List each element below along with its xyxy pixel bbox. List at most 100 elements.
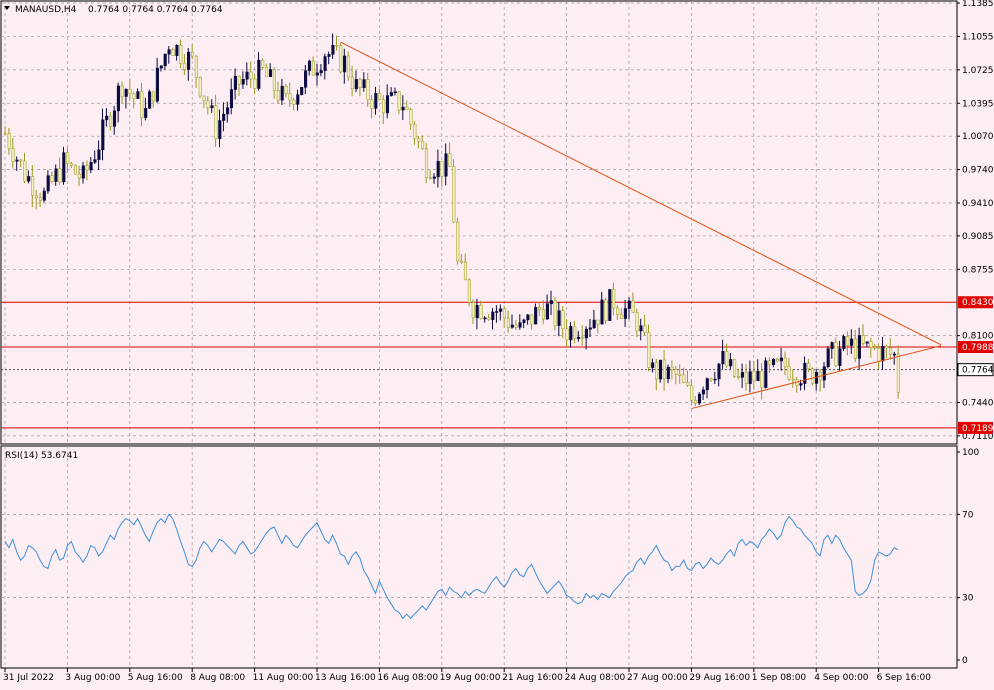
rsi-tick-100: 100 [962,448,979,458]
time-tick-6-sep-16-00: 6 Sep 16:00 [877,673,932,683]
candle-body [865,341,869,344]
candle-body [623,308,627,319]
triangle-down-icon[interactable] [4,6,10,10]
candle-body [202,95,206,101]
candle-body [327,54,331,57]
candle-body [444,153,448,177]
candle-body [861,335,865,344]
rsi-series [4,513,899,620]
ohlc-values: 0.7764 0.7764 0.7764 0.7764 [88,5,223,15]
candle-body [50,175,54,182]
price-tick-0-9740: 0.9740 [962,166,994,176]
support-0.7189-tag-label: 0.7189 [962,424,994,434]
time-tick-4-sep-00-00: 4 Sep 00:00 [814,673,869,683]
horizontal-levels[interactable] [1,301,957,429]
candle-body [557,310,561,326]
price-tick-0-8755: 0.8755 [962,265,994,275]
candle-body [214,105,218,140]
resistance-0.8430-tag-label: 0.8430 [962,298,994,308]
candle-body [842,336,846,349]
candle-body [631,300,635,313]
candle-body [7,133,11,149]
candle-body [838,348,842,366]
price-axis: 1.1385 1.1055 1.0725 1.0395 1.0070 0.9740 0.94… [957,0,994,442]
downtrend-line[interactable] [340,41,942,346]
candle-body [315,72,319,76]
candle-body [846,336,850,346]
candle-body [456,221,460,262]
candle-body [27,176,31,182]
uptrend-line[interactable] [691,345,942,410]
candle-body [522,319,526,323]
candle-body [725,351,729,367]
candle-body [190,51,195,57]
time-tick-21-aug-16-00: 21 Aug 16:00 [502,673,563,683]
candle-body [116,85,120,112]
candle-body [807,362,811,369]
candle-body [783,357,787,368]
candle-body [81,165,85,179]
candle-body [405,106,409,110]
candle-body [553,300,557,326]
candle-body [148,91,152,109]
candle-body [97,149,101,160]
candle-body [791,378,795,381]
time-tick-1-sep-08-00: 1 Sep 08:00 [752,673,807,683]
time-tick-13-aug-16-00: 13 Aug 16:00 [315,673,376,683]
candle-body [534,307,538,325]
candle-body [830,342,834,349]
candle-body [276,90,280,101]
price-tick-0-9085: 0.9085 [962,232,994,242]
candle-body [389,92,393,96]
candle-body [873,347,877,349]
candle-body [690,385,694,401]
rsi-indicator-label: RSI(14) 53.6741 [5,451,78,461]
last-price-tag-label: 0.7764 [962,366,994,376]
resistance-0.8430-tag [958,296,993,309]
time-tick-8-aug-08-00: 8 Aug 08:00 [190,673,245,683]
candle-body [857,335,861,359]
candle-body [105,115,109,121]
candle-body [339,45,343,73]
candle-body [311,60,315,76]
candle-body [319,70,323,74]
candle-body [627,300,631,309]
candle-body [167,49,171,55]
rsi-tick-30: 30 [962,594,974,604]
trendlines[interactable] [340,41,942,410]
rsi-line [4,513,899,620]
candle-body [179,44,183,64]
candle-body [265,67,269,77]
candle-body [331,44,335,55]
candle-body [705,378,709,391]
candle-body [159,65,163,69]
candle-body [463,261,468,281]
candle-body [343,55,347,73]
candle-body [475,304,479,319]
candle-body [366,79,370,101]
candle-body [140,91,144,118]
candle-body [382,99,386,114]
candle-body [600,299,604,325]
candle-body [506,317,510,328]
resistance-0.7988-tag-label: 0.7988 [962,343,994,353]
candle-body [198,76,202,97]
candle-body [740,371,744,378]
candle-body [249,71,253,80]
candle-body [370,99,374,109]
time-tick-29-aug-16-00: 29 Aug 16:00 [689,673,750,683]
candle-body [66,152,70,164]
candle-body [272,69,276,91]
rsi-panel-frame [0,445,958,669]
candle-body [362,79,366,88]
candle-body [241,79,245,85]
candle-body [424,148,429,178]
candle-body [892,353,897,356]
candle-body [183,62,187,70]
last-price-tag [957,363,994,377]
candle-body [561,310,565,330]
candle-body [124,88,128,97]
candle-body [647,332,651,368]
